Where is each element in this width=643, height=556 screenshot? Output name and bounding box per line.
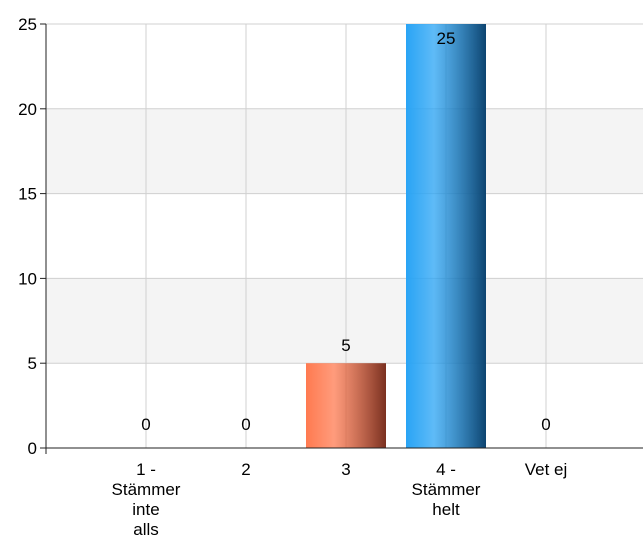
bars [306, 24, 486, 448]
category-label-line: Stämmer [112, 480, 181, 499]
category-label-line: helt [432, 500, 460, 519]
category-label-line: alls [133, 520, 159, 539]
category-label-line: Stämmer [412, 480, 481, 499]
axes [40, 23, 643, 454]
category-label: 2 [241, 460, 250, 479]
category-label: 4 -Stämmer helt [412, 460, 481, 519]
bar [306, 363, 386, 448]
category-label: 3 [341, 460, 350, 479]
grid-band [46, 108, 643, 194]
y-tick-label: 10 [18, 269, 37, 288]
category-label-line: 2 [241, 460, 250, 479]
y-tick-labels: 0 5 10 15 20 25 [18, 15, 37, 458]
category-label-line: Vet ej [525, 460, 568, 479]
y-tick-label: 5 [28, 354, 37, 373]
data-label: 5 [341, 336, 350, 355]
data-labels: 0 0 5 25 0 [141, 29, 550, 434]
bar [406, 24, 486, 448]
category-label-line: inte [132, 500, 159, 519]
grid-bands [46, 108, 643, 364]
y-tick-label: 25 [18, 15, 37, 34]
y-tick-label: 0 [28, 439, 37, 458]
y-tick-label: 20 [18, 100, 37, 119]
category-label: Vet ej [525, 460, 568, 479]
data-label: 0 [241, 415, 250, 434]
data-label: 0 [141, 415, 150, 434]
category-label-line: 3 [341, 460, 350, 479]
y-tick-label: 15 [18, 185, 37, 204]
data-label: 25 [437, 29, 456, 48]
category-label-line: 1 - [136, 460, 156, 479]
category-label: 1 -Stämmer inte alls [112, 460, 181, 539]
data-label: 0 [541, 415, 550, 434]
category-label-line: 4 - [436, 460, 456, 479]
